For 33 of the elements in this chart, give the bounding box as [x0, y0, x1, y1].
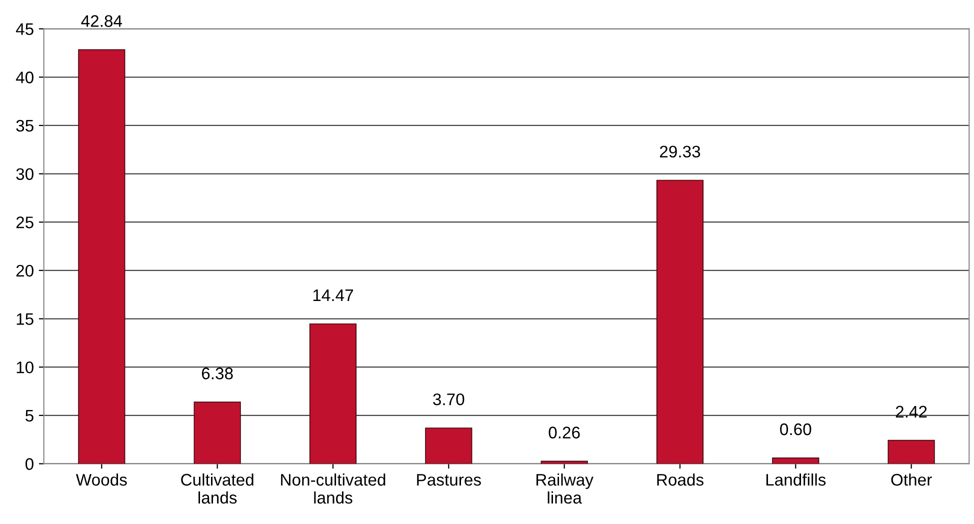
- y-tick-label: 35: [16, 120, 34, 132]
- bar: [78, 49, 126, 464]
- data-label: 42.84: [81, 15, 122, 27]
- bar: [656, 180, 704, 464]
- x-tick-label: Pastures: [417, 474, 481, 486]
- bar: [425, 428, 472, 464]
- y-tick-label: 30: [16, 168, 34, 180]
- bar: [194, 402, 241, 464]
- data-label: 0.26: [548, 426, 580, 438]
- x-tick-label: Cultivated lands: [181, 473, 254, 504]
- y-tick-label: 45: [16, 23, 34, 36]
- y-tick-label: 0: [25, 458, 34, 470]
- data-label: 3.70: [433, 393, 464, 406]
- bar: [772, 458, 820, 464]
- x-tick-label: Railway linea: [536, 473, 594, 504]
- y-tick-label: 25: [16, 216, 34, 228]
- data-label: 29.33: [660, 146, 700, 158]
- y-tick-label: 40: [16, 72, 34, 84]
- data-label: 2.42: [896, 406, 927, 418]
- x-tick-label: Roads: [657, 473, 704, 486]
- x-tick-label: Non-cultivated lands: [281, 473, 386, 504]
- x-tick-label: Woods: [76, 473, 127, 486]
- data-label: 0.60: [780, 423, 812, 436]
- y-tick-label: 15: [16, 313, 34, 325]
- y-tick-label: 20: [16, 264, 34, 277]
- bar: [888, 440, 935, 464]
- data-label: 6.38: [202, 368, 233, 380]
- x-tick-label: Landfills: [766, 473, 826, 486]
- y-tick-label: 10: [16, 361, 34, 374]
- bar: [309, 323, 357, 464]
- x-tick-label: Other: [891, 473, 932, 486]
- data-label: 14.47: [313, 290, 354, 301]
- y-tick-label: 5: [26, 410, 34, 422]
